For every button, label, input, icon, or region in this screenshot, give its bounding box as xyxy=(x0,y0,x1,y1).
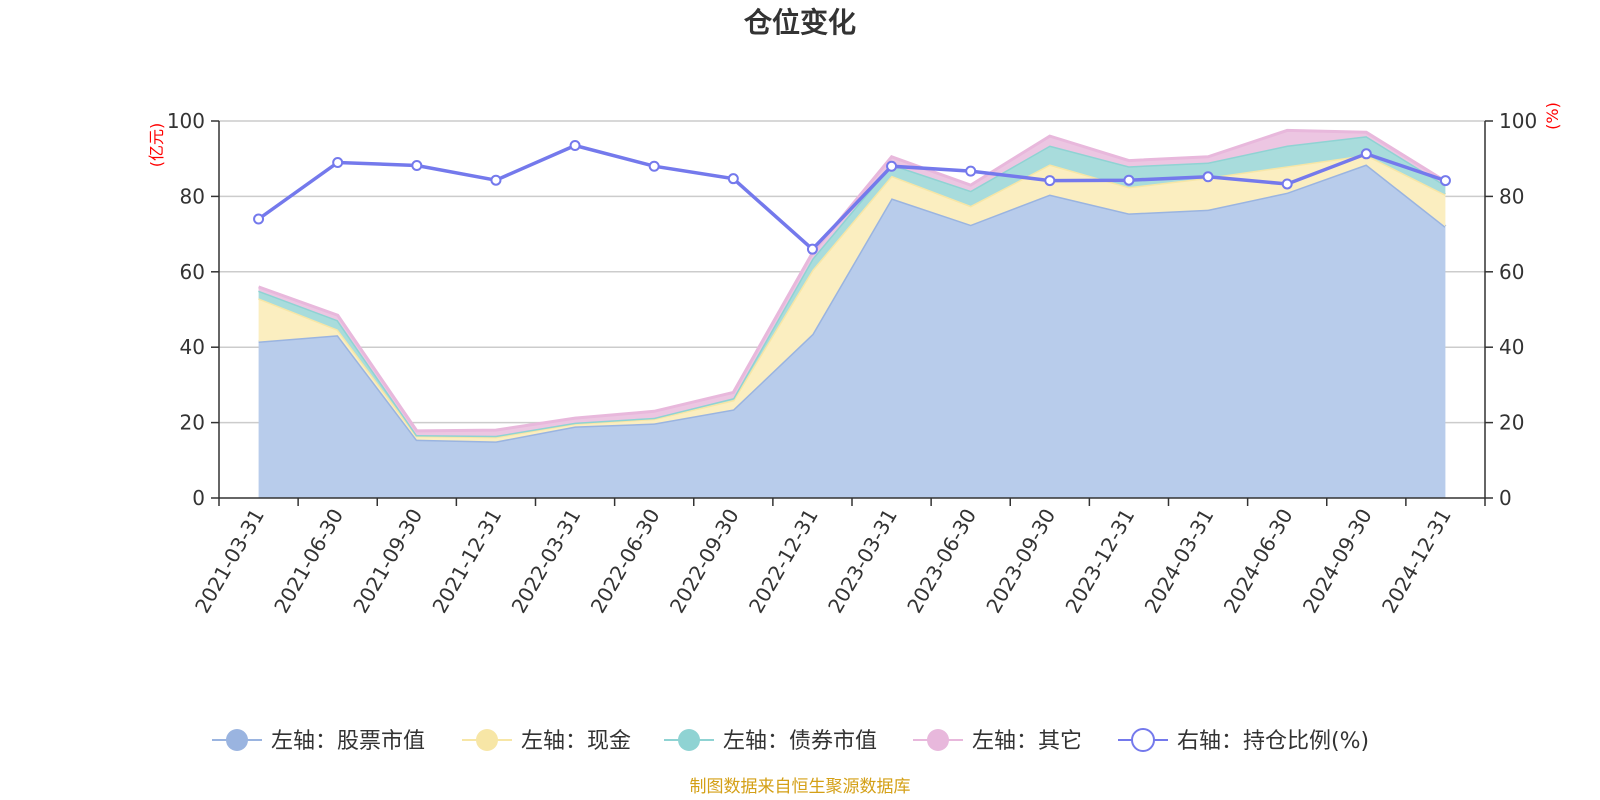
ratio-point xyxy=(806,243,818,255)
right-tick-label: 60 xyxy=(1499,260,1524,284)
legend-marker xyxy=(678,729,700,751)
legend-label: 左轴：股票市值 xyxy=(271,729,425,754)
legend-marker xyxy=(927,729,949,751)
x-tick-label: 2023-03-31 xyxy=(823,505,902,618)
legend-label: 左轴：其它 xyxy=(972,729,1082,754)
source-note: 制图数据来自恒生聚源数据库 xyxy=(690,777,911,797)
left-tick-label: 80 xyxy=(180,184,205,208)
left-axis-unit: (亿元) xyxy=(147,123,166,168)
ratio-point xyxy=(1360,148,1372,160)
right-tick-label: 100 xyxy=(1499,109,1537,133)
left-tick-label: 0 xyxy=(192,486,205,510)
ratio-point xyxy=(1281,178,1293,190)
left-tick-label: 100 xyxy=(167,109,205,133)
left-tick-label: 60 xyxy=(180,260,205,284)
x-tick-label: 2022-09-30 xyxy=(665,505,744,618)
ratio-point xyxy=(1123,174,1135,186)
x-tick-label: 2022-03-31 xyxy=(506,505,585,618)
legend-label: 右轴：持仓比例(%) xyxy=(1177,729,1369,754)
right-axis-unit: (%) xyxy=(1543,102,1562,130)
right-tick-label: 40 xyxy=(1499,335,1524,359)
x-tick-label: 2024-06-30 xyxy=(1219,505,1298,618)
legend: 左轴：股票市值 左轴：现金 左轴：债券市值 左轴：其它 右轴：持仓比例(%) xyxy=(212,728,1369,754)
x-tick-label: 2021-06-30 xyxy=(269,505,348,618)
x-tick-label: 2023-12-31 xyxy=(1060,505,1139,618)
x-tick-label: 2023-06-30 xyxy=(902,505,981,618)
left-tick-label: 40 xyxy=(180,335,205,359)
ratio-point xyxy=(1202,171,1214,183)
x-tick-label: 2021-03-31 xyxy=(190,505,269,618)
right-tick-label: 0 xyxy=(1499,486,1512,510)
legend-marker xyxy=(476,729,498,751)
ratio-point xyxy=(411,159,423,171)
ratio-point xyxy=(569,140,581,152)
x-tick-label: 2024-12-31 xyxy=(1377,505,1456,618)
ratio-point xyxy=(965,165,977,177)
ratio-point xyxy=(253,213,265,225)
line-series xyxy=(253,140,1451,255)
ratio-point xyxy=(1439,175,1451,187)
right-tick-label: 80 xyxy=(1499,184,1524,208)
ratio-point xyxy=(332,156,344,168)
legend-marker xyxy=(226,729,248,751)
legend-label: 左轴：现金 xyxy=(521,729,631,754)
x-tick-label: 2021-09-30 xyxy=(348,505,427,618)
legend-marker xyxy=(1131,728,1155,752)
area-edge-左轴：其它 xyxy=(258,128,1447,433)
ratio-point xyxy=(648,160,660,172)
ratio-point xyxy=(727,173,739,185)
legend-label: 左轴：债券市值 xyxy=(723,729,877,754)
x-tick-label: 2022-12-31 xyxy=(744,505,823,618)
left-tick-label: 20 xyxy=(180,411,205,435)
x-tick-label: 2024-03-31 xyxy=(1139,505,1218,618)
x-tick-label: 2021-12-31 xyxy=(427,505,506,618)
ratio-point xyxy=(886,160,898,172)
area-左轴：股票市值 xyxy=(258,164,1446,498)
ratio-line xyxy=(257,143,1446,252)
right-tick-label: 20 xyxy=(1499,411,1524,435)
chart-title: 仓位变化 xyxy=(744,6,856,39)
ratio-point xyxy=(1044,175,1056,187)
x-tick-label: 2022-06-30 xyxy=(586,505,665,618)
x-tick-label: 2023-09-30 xyxy=(981,505,1060,618)
ratio-point xyxy=(490,174,502,186)
area-series xyxy=(258,128,1447,498)
x-tick-label: 2024-09-30 xyxy=(1298,505,1377,618)
